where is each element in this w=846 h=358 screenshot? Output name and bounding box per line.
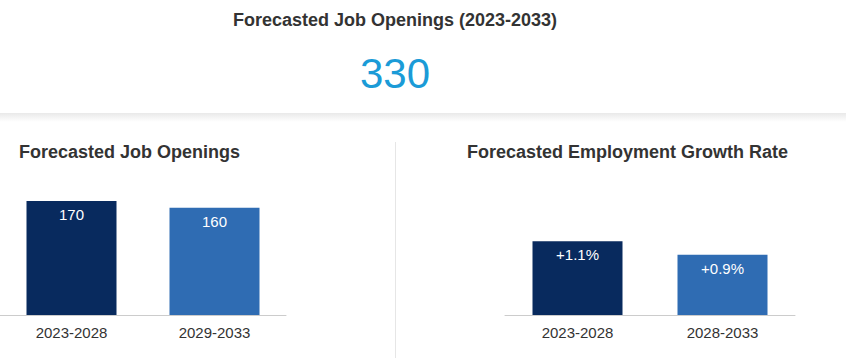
svg-text:+0.9%: +0.9% [701,260,744,277]
svg-text:2023-2028: 2023-2028 [542,324,614,341]
svg-text:+1.1%: +1.1% [556,246,599,263]
svg-text:2028-2033: 2028-2033 [687,324,759,341]
svg-text:2023-2028: 2023-2028 [36,324,108,341]
html-text:Forecasted Employment Growth R: Forecasted Employment Growth Rate [467,142,789,162]
html-text:330: 330 [360,50,430,97]
svg-text:160: 160 [202,213,227,230]
html-text:Forecasted Job Openings: Forecasted Job Openings [19,142,240,162]
svg-text:2029-2033: 2029-2033 [179,324,251,341]
html-text:Forecasted Job Openings (2023-: Forecasted Job Openings (2023-2033) [232,10,558,30]
svg-text:170: 170 [59,206,84,223]
